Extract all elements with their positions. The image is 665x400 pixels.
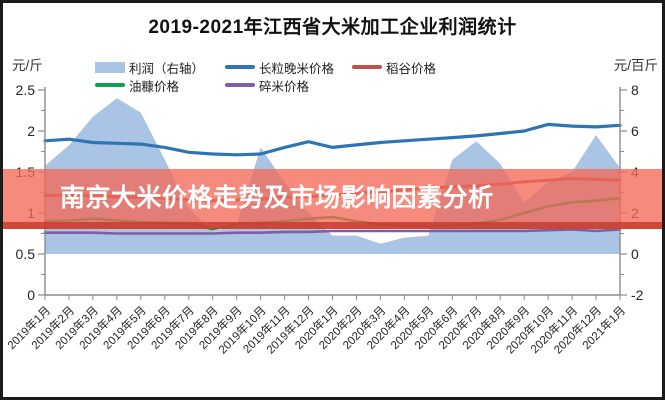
- legend-label: 利润（右轴）: [129, 61, 205, 76]
- left-axis-unit-label: 元/斤: [12, 58, 43, 73]
- legend-line-swatch: [225, 65, 255, 69]
- legend-item: 利润（右轴）: [95, 59, 205, 76]
- legend-line-swatch: [352, 65, 382, 69]
- line-series: [43, 122, 622, 157]
- left-axis-tick-label: 0.5: [16, 246, 36, 262]
- legend-item: 稻谷价格: [352, 59, 437, 76]
- right-axis-unit-label: 元/百斤: [613, 58, 658, 73]
- right-axis-tick-label: 0: [631, 246, 639, 262]
- headline-banner-overlay[interactable]: 南京大米价格走势及市场影响因素分析: [0, 169, 665, 229]
- line-series: [43, 228, 622, 235]
- legend-item: 碎米价格: [225, 77, 310, 94]
- left-axis-tick-label: 0: [27, 287, 35, 303]
- legend-label: 油糠价格: [129, 79, 180, 94]
- left-axis-tick-label: 2: [27, 123, 35, 139]
- legend-label: 碎米价格: [259, 79, 310, 94]
- legend-label: 稻谷价格: [386, 61, 437, 76]
- legend-line-swatch: [95, 83, 125, 87]
- right-axis-tick-label: 8: [631, 82, 639, 98]
- legend-item: 长粒晚米价格: [225, 59, 335, 76]
- headline-banner-text: 南京大米价格走势及市场影响因素分析: [60, 183, 494, 212]
- right-axis-tick-label: -2: [631, 287, 644, 303]
- legend-row-2: 油糠价格 碎米价格: [0, 77, 665, 94]
- legend-label: 长粒晚米价格: [259, 61, 335, 76]
- legend-area-swatch: [95, 61, 125, 73]
- right-axis-tick-label: 6: [631, 123, 639, 139]
- legend-line-swatch: [225, 83, 255, 87]
- legend-item: 油糠价格: [95, 77, 180, 94]
- left-axis-tick-label: 2.5: [16, 82, 36, 98]
- chart-title: 2019-2021年江西省大米加工企业利润统计: [148, 17, 517, 38]
- legend-row-1: 利润（右轴） 长粒晚米价格 稻谷价格: [0, 59, 665, 76]
